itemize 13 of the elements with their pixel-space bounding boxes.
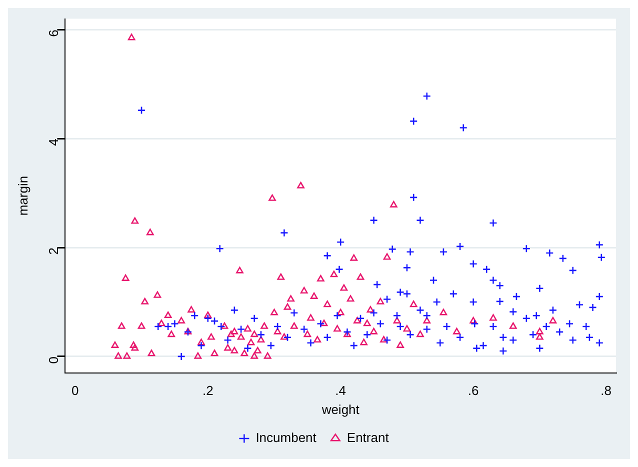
y-tick-label: 2 xyxy=(46,248,61,255)
legend-label: Incumbent xyxy=(256,430,317,446)
x-tick-label: .8 xyxy=(600,383,612,398)
y-axis-title: margin xyxy=(15,176,30,216)
x-tick-label: .4 xyxy=(335,383,346,398)
y-tick-label: 6 xyxy=(46,30,61,37)
y-tick-label: 0 xyxy=(46,356,61,364)
x-tick-label: 0 xyxy=(72,383,79,398)
x-tick-label: .6 xyxy=(468,383,479,398)
y-tick-label: 4 xyxy=(46,138,61,146)
x-tick-label: .2 xyxy=(202,383,214,398)
legend-label: Entrant xyxy=(346,430,390,446)
x-axis-title: weight xyxy=(320,402,360,417)
